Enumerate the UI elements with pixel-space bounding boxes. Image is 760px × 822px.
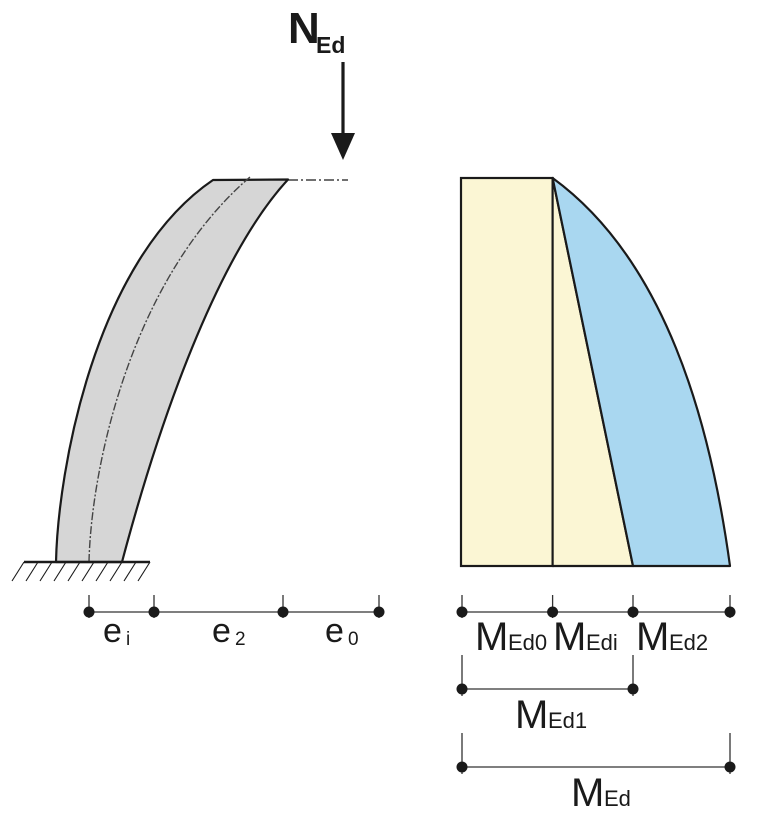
svg-text:i: i: [126, 629, 130, 650]
svg-text:Ed: Ed: [316, 32, 345, 58]
svg-text:M: M: [475, 615, 508, 659]
svg-text:2: 2: [235, 629, 246, 650]
svg-text:Ed: Ed: [604, 786, 631, 811]
svg-text:M: M: [515, 693, 548, 737]
svg-text:M: M: [553, 615, 586, 659]
svg-text:e: e: [103, 612, 122, 650]
svg-text:Ed1: Ed1: [548, 708, 587, 733]
svg-text:0: 0: [348, 629, 359, 650]
svg-text:Ed2: Ed2: [669, 630, 708, 655]
svg-text:e: e: [325, 612, 344, 650]
svg-text:N: N: [288, 4, 320, 53]
svg-text:Ed0: Ed0: [508, 630, 547, 655]
svg-text:M: M: [636, 615, 669, 659]
svg-text:Edi: Edi: [586, 630, 618, 655]
svg-text:M: M: [571, 771, 604, 815]
svg-text:e: e: [212, 612, 231, 650]
